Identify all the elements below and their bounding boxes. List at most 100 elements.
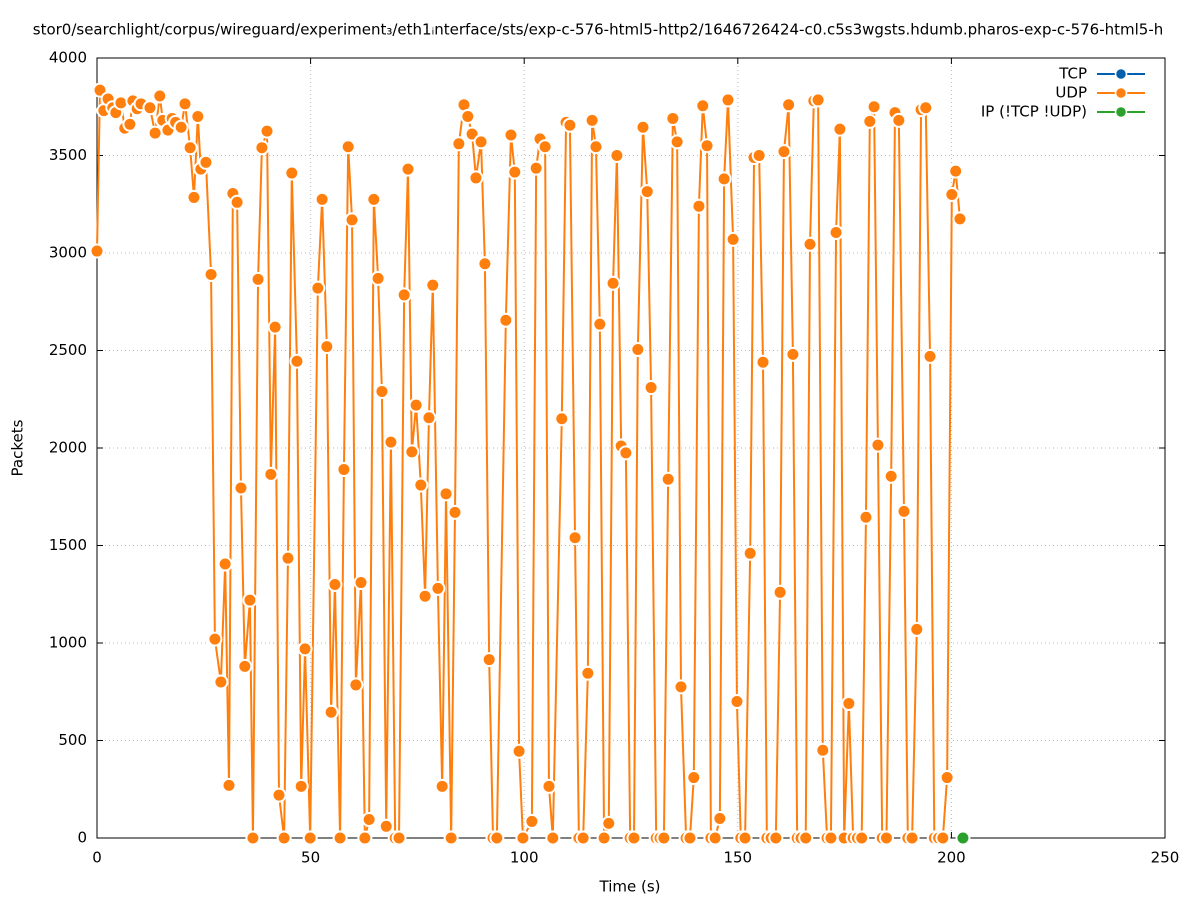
data-point (626, 830, 642, 846)
data-point (425, 277, 441, 293)
data-point (810, 92, 826, 108)
data-point (451, 136, 467, 152)
y-tick-label: 2000 (49, 439, 87, 457)
data-point (815, 742, 831, 758)
data-point (785, 346, 801, 362)
data-point (473, 134, 489, 150)
data-point (742, 545, 758, 561)
data-point (460, 109, 476, 124)
data-point (601, 815, 617, 831)
data-point (344, 212, 360, 228)
data-point (357, 830, 373, 846)
data-point (229, 194, 245, 210)
data-point (434, 778, 450, 794)
data-point (768, 830, 784, 846)
data-point (776, 144, 792, 160)
data-point (686, 770, 702, 786)
data-point (417, 588, 433, 604)
data-point (190, 109, 206, 124)
data-point (524, 813, 540, 829)
data-point (643, 380, 659, 396)
data-point (263, 466, 279, 482)
legend-marker (1114, 105, 1128, 119)
data-point (909, 621, 925, 637)
data-point (948, 163, 964, 179)
data-point (554, 411, 570, 427)
data-point (832, 121, 848, 137)
data-point (481, 652, 497, 668)
data-point (374, 383, 390, 399)
data-point (596, 830, 612, 846)
data-point (293, 778, 309, 794)
data-point (213, 674, 229, 690)
data-point (198, 154, 214, 170)
data-point (541, 778, 557, 794)
data-point (468, 170, 484, 186)
data-point (866, 99, 882, 115)
data-point (584, 112, 600, 128)
data-point (952, 211, 968, 227)
x-tick-label: 0 (92, 849, 102, 867)
data-point (922, 348, 938, 364)
data-point (396, 287, 412, 303)
data-point (421, 410, 437, 426)
data-point (896, 503, 912, 519)
data-point (798, 830, 814, 846)
data-point (498, 312, 514, 328)
data-point (507, 164, 523, 180)
data-point (370, 270, 386, 286)
y-tick-label: 1000 (49, 634, 87, 652)
data-point (707, 830, 723, 846)
data-point (173, 119, 189, 135)
data-point (511, 743, 527, 759)
data-point (669, 134, 685, 150)
y-tick-label: 0 (77, 829, 87, 847)
data-point (332, 830, 348, 846)
data-point (618, 445, 634, 461)
data-point (142, 100, 158, 116)
data-point (955, 830, 971, 846)
data-point (828, 225, 844, 241)
x-tick-label: 200 (937, 849, 966, 867)
data-point (580, 665, 596, 681)
data-point (259, 123, 275, 139)
data-point (271, 787, 287, 803)
legend-label: IP (!TCP !UDP) (981, 103, 1087, 121)
data-point (870, 437, 886, 453)
data-point (122, 116, 138, 132)
data-point (289, 353, 305, 369)
data-point (297, 641, 313, 657)
data-point (400, 161, 416, 177)
y-tick-label: 3000 (49, 244, 87, 262)
data-point (725, 231, 741, 247)
data-point (221, 777, 237, 793)
data-point (567, 530, 583, 546)
data-point (323, 704, 339, 720)
data-point (284, 165, 300, 181)
data-point (152, 88, 168, 104)
x-tick-label: 150 (723, 849, 752, 867)
y-tick-label: 2500 (49, 341, 87, 359)
legend-label: TCP (1058, 65, 1087, 83)
x-tick-label: 50 (301, 849, 320, 867)
data-point (665, 110, 681, 126)
data-point (438, 486, 454, 502)
data-point (802, 236, 818, 252)
data-point (254, 140, 270, 156)
data-point (575, 830, 591, 846)
x-tick-label: 250 (1151, 849, 1180, 867)
y-axis-label: Packets (9, 419, 27, 476)
data-point (781, 97, 797, 113)
legend-marker (1114, 86, 1128, 100)
data-point (310, 280, 326, 296)
y-tick-label: 3500 (49, 146, 87, 164)
data-point (562, 117, 578, 133)
data-point (319, 339, 335, 355)
data-point (447, 504, 463, 520)
data-point (605, 275, 621, 291)
data-point (503, 127, 519, 143)
data-point (737, 830, 753, 846)
data-point (383, 434, 399, 450)
data-point (361, 811, 377, 827)
